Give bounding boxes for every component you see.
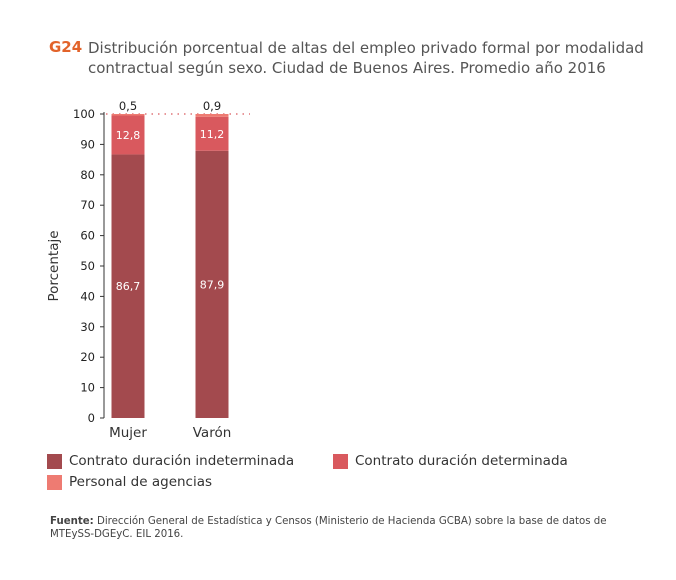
legend-label-agencias: Personal de agencias <box>69 474 213 490</box>
y-tick-label: 90 <box>80 137 95 151</box>
figure-id: G24 <box>49 38 83 56</box>
stacked-bar-chart: 0 10 20 30 40 50 60 70 80 90 100 Porcentaje 86,7 12,8… <box>46 99 250 441</box>
legend-swatch-agencias <box>47 474 62 490</box>
data-label: 87,9 <box>200 278 225 291</box>
source-label: Fuente: <box>50 516 94 527</box>
figure-title: Distribución porcentual de altas del emp… <box>88 39 644 77</box>
y-tick-label: 40 <box>80 289 95 303</box>
bar-segment <box>111 114 145 116</box>
y-tick-label: 30 <box>80 320 95 334</box>
bar-segment <box>111 115 145 155</box>
bar-segment <box>195 114 229 117</box>
source-note: Fuente: Dirección General de Estadística… <box>50 515 630 541</box>
y-tick-label: 0 <box>88 411 95 425</box>
x-category-label: Mujer <box>109 425 147 441</box>
y-tick-label: 10 <box>80 381 95 395</box>
data-label: 0,5 <box>119 99 137 113</box>
y-tick-label: 60 <box>80 229 95 243</box>
data-label: 86,7 <box>116 280 141 293</box>
y-tick-label: 80 <box>80 168 95 182</box>
bar-segment <box>111 154 145 418</box>
legend-label-determinada: Contrato duración determinada <box>355 453 568 469</box>
legend-swatch-determinada <box>333 453 348 469</box>
legend-item-determinada: Contrato duración determinada <box>333 453 568 469</box>
data-label: 11,2 <box>200 128 225 141</box>
bar-segment <box>195 116 229 151</box>
legend-item-indeterminada: Contrato duración indeterminada <box>47 453 294 469</box>
data-label: 12,8 <box>116 129 141 142</box>
legend-label-indeterminada: Contrato duración indeterminada <box>69 453 295 469</box>
legend-item-agencias: Personal de agencias <box>47 474 212 490</box>
y-tick-label: 100 <box>73 107 95 121</box>
chart-legend: Contrato duración indeterminada Contrato… <box>47 451 647 496</box>
data-label: 0,9 <box>203 99 221 113</box>
x-category-label: Varón <box>193 425 232 441</box>
y-tick-label: 70 <box>80 198 95 212</box>
y-tick-label: 20 <box>80 350 95 364</box>
bar-segment <box>195 150 229 418</box>
y-tick-label: 50 <box>80 259 95 273</box>
legend-swatch-indeterminada <box>47 453 62 469</box>
y-axis-title: Porcentaje <box>46 230 62 301</box>
source-text: Dirección General de Estadística y Censo… <box>50 516 607 540</box>
